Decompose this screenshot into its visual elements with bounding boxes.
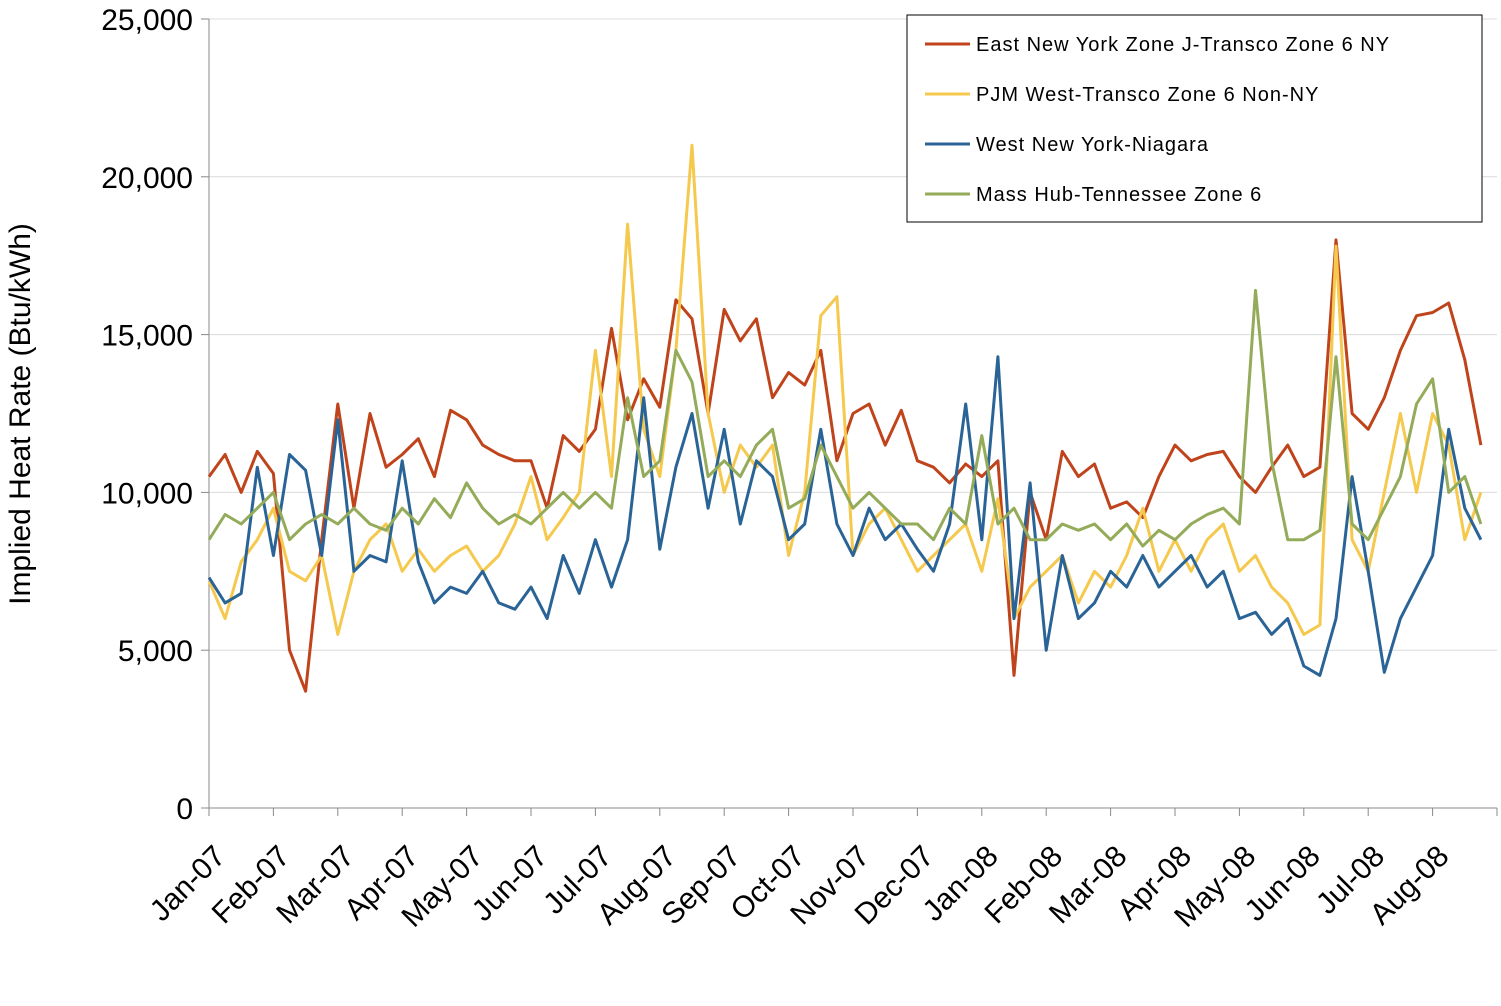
y-tick-label: 5,000 <box>118 635 193 668</box>
legend-label: West New York-Niagara <box>976 134 1209 156</box>
series-line <box>207 143 1483 636</box>
y-tick-label: 0 <box>176 793 193 826</box>
series-line <box>207 288 1483 548</box>
series-line <box>207 355 1483 677</box>
y-axis-label: Implied Heat Rate (Btu/kWh) <box>4 223 37 605</box>
legend-label: East New York Zone J-Transco Zone 6 NY <box>976 34 1390 56</box>
legend-label: Mass Hub-Tennessee Zone 6 <box>976 184 1262 206</box>
y-tick-label: 20,000 <box>101 162 193 195</box>
legend-box <box>906 14 1483 223</box>
y-tick-label: 10,000 <box>101 477 193 510</box>
y-tick-label: 25,000 <box>101 4 193 37</box>
y-tick-label: 15,000 <box>101 320 193 353</box>
legend-label: PJM West-Transco Zone 6 Non-NY <box>976 84 1319 106</box>
